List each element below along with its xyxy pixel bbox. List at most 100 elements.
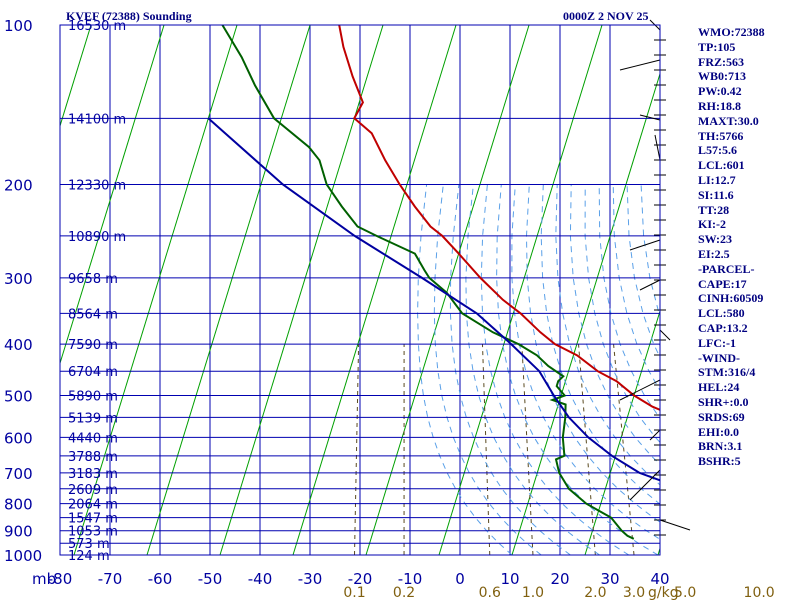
- height-label: 5139 m: [68, 411, 118, 426]
- pressure-tick-label: 300: [4, 270, 33, 288]
- temperature-tick-label: -80: [48, 570, 73, 588]
- height-label: 2064 m: [68, 498, 118, 513]
- index-line: SRDS:69: [698, 409, 745, 424]
- isotherm-line: [438, 25, 603, 555]
- index-line: KI:-2: [698, 217, 726, 232]
- index-line: HEL:24: [698, 380, 740, 395]
- index-line: -WIND-: [698, 350, 740, 365]
- moist-adiabat: [525, 184, 660, 523]
- index-line: -PARCEL-: [698, 261, 755, 276]
- index-line: STM:316/4: [698, 365, 756, 380]
- height-label: 10890 m: [68, 230, 126, 245]
- isotherm-line: [60, 25, 165, 365]
- pressure-tick-label: 900: [4, 523, 33, 541]
- parcel-profile: [207, 117, 660, 482]
- height-label: 1053 m: [68, 525, 118, 540]
- index-line: SHR+:0.0: [698, 394, 749, 409]
- index-line: FRZ:563: [698, 54, 744, 69]
- wind-barb: [619, 59, 661, 71]
- moist-adiabat: [612, 184, 660, 392]
- grid-layer: [60, 25, 660, 555]
- temperature-tick-label: 20: [550, 570, 569, 588]
- mixing-ratio-unit: g/kg: [648, 585, 679, 600]
- index-line: SI:11.6: [698, 187, 734, 202]
- index-line: CAPE:17: [698, 276, 747, 291]
- chart-time: 0000Z 2 NOV 25: [563, 9, 648, 23]
- temperature-tick-label: -50: [198, 570, 223, 588]
- isotherm-line: [365, 25, 530, 555]
- moist-adiabat: [584, 184, 660, 444]
- pressure-tick-label: 600: [4, 429, 33, 447]
- isotherm-line: [60, 25, 92, 128]
- index-line: EI:2.5: [698, 246, 730, 261]
- height-label: 5890 m: [68, 389, 118, 404]
- moist-adiabat: [496, 184, 659, 555]
- wind-barb: [629, 239, 661, 251]
- dewpoint-profile: [221, 25, 635, 540]
- pressure-unit-label: mb: [32, 570, 56, 588]
- height-label: 12330 m: [68, 179, 126, 194]
- pressure-tick-label: 400: [4, 336, 33, 354]
- wind-barb: [619, 379, 661, 401]
- mixing-ratio-line: [578, 344, 596, 555]
- index-line: TH:5766: [698, 128, 744, 143]
- temperature-tick-label: -40: [248, 570, 273, 588]
- index-line: BRN:3.1: [698, 439, 743, 454]
- temperature-tick-label: -20: [348, 570, 373, 588]
- height-label: 3183 m: [68, 467, 118, 482]
- wind-barb: [629, 469, 661, 501]
- height-label: 4440 m: [68, 431, 118, 446]
- index-line: TT:28: [698, 202, 730, 217]
- mixing-ratio-label: 5.0: [674, 585, 696, 600]
- index-line: PW:0.42: [698, 84, 742, 99]
- index-line: LCL:601: [698, 158, 745, 173]
- index-line: WMO:72388: [698, 25, 765, 39]
- wind-barb: [654, 134, 661, 161]
- temperature-tick-label: 10: [500, 570, 519, 588]
- mixing-ratio-label: 1.0: [522, 585, 544, 600]
- index-line: CAP:13.2: [698, 320, 748, 335]
- plot-frame: [59, 24, 661, 556]
- moist-adiabat: [598, 184, 660, 420]
- index-line: CINH:60509: [698, 291, 764, 306]
- isotherm-line: [73, 25, 238, 555]
- isotherm-line: [584, 309, 660, 555]
- height-label: 6704 m: [68, 365, 118, 380]
- temperature-tick-label: -10: [398, 570, 423, 588]
- pressure-tick-label: 200: [4, 177, 33, 195]
- temperature-tick-label: 40: [650, 570, 669, 588]
- wind-barb: [649, 429, 661, 441]
- temperature-tick-label: 0: [455, 570, 465, 588]
- index-line: SW:23: [698, 232, 733, 247]
- profile-layer: [207, 25, 660, 540]
- mixing-ratio-line: [353, 344, 360, 555]
- height-label: 16530 m: [68, 19, 126, 34]
- index-line: LI:12.7: [698, 172, 736, 187]
- temperature-tick-label: -60: [148, 570, 173, 588]
- mixing-ratio-label: 10.0: [744, 585, 775, 600]
- index-line: RH:18.8: [698, 98, 741, 113]
- mixing-ratio-label: 0.1: [343, 585, 365, 600]
- pressure-tick-label: 1000: [4, 547, 42, 565]
- isotherm-line: [511, 72, 660, 555]
- index-line: WB0:713: [698, 69, 746, 84]
- isotherm-line: [146, 25, 311, 555]
- index-line: L57:5.6: [698, 143, 737, 158]
- wind-barb: [639, 114, 661, 121]
- height-label: 3788 m: [68, 450, 118, 465]
- index-line: LFC:-1: [698, 335, 736, 350]
- mixing-ratio-label: 0.2: [393, 585, 415, 600]
- mixing-ratio-line: [521, 344, 534, 555]
- index-line: EHI:0.0: [698, 424, 740, 439]
- height-label: 2609 m: [68, 483, 118, 498]
- index-line: MAXT:30.0: [698, 113, 759, 128]
- temperature-tick-label: -70: [98, 570, 123, 588]
- pressure-tick-label: 800: [4, 496, 33, 514]
- mixing-ratio-line: [481, 344, 491, 555]
- wind-barb: [659, 329, 671, 341]
- pressure-tick-label: 100: [4, 17, 33, 35]
- temperature-profile: [338, 25, 660, 411]
